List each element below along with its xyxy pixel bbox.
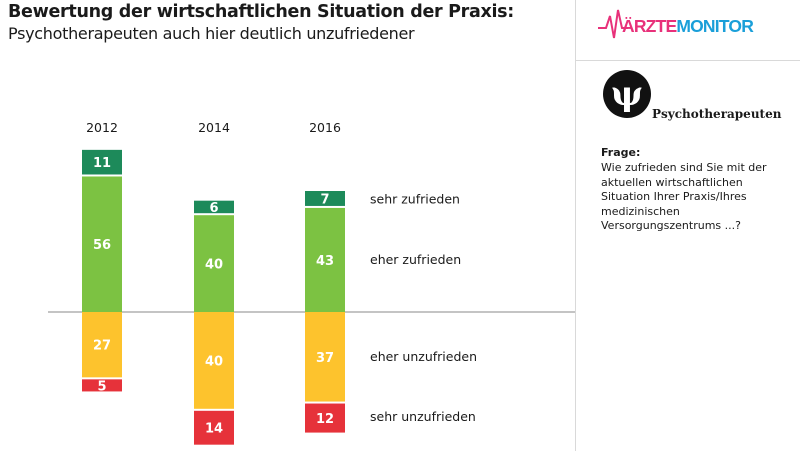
bar-sehr-unzufrieden-2016: [305, 403, 345, 433]
year-label-2012: 2012: [86, 120, 118, 135]
bar-eher-zufrieden-2014: [194, 215, 234, 312]
data-label-sehr-unzufrieden-2016: 12: [316, 412, 334, 427]
bar-sehr-zufrieden-2014: [194, 200, 234, 214]
data-label-eher-unzufrieden-2012: 27: [93, 339, 111, 354]
question-label: Frage:: [601, 146, 641, 159]
data-label-sehr-zufrieden-2012: 11: [93, 156, 111, 171]
series-label-sehr-unzufrieden: sehr unzufrieden: [370, 409, 476, 424]
series-label-sehr-zufrieden: sehr zufrieden: [370, 191, 460, 206]
data-label-sehr-unzufrieden-2014: 14: [205, 422, 223, 437]
data-label-eher-unzufrieden-2014: 40: [205, 354, 223, 369]
chart-title: Bewertung der wirtschaftlichen Situation…: [8, 2, 514, 22]
bar-sehr-zufrieden-2016: [305, 191, 345, 206]
aerztemonitor-logo: ÄRZTEMONITOR: [598, 4, 798, 44]
year-label-2016: 2016: [309, 120, 341, 135]
panel-divider: [575, 0, 576, 451]
bar-eher-zufrieden-2012: [82, 176, 122, 312]
bar-eher-unzufrieden-2014: [194, 312, 234, 409]
year-label-2014: 2014: [198, 120, 230, 135]
logo-part-monitor: MONITOR: [676, 16, 754, 36]
bar-sehr-zufrieden-2012: [82, 149, 122, 175]
series-label-eher-zufrieden: eher zufrieden: [370, 252, 461, 267]
bar-eher-unzufrieden-2016: [305, 312, 345, 402]
data-label-sehr-zufrieden-2014: 6: [209, 201, 218, 216]
psychotherapeuten-label: Psychotherapeuten: [652, 107, 782, 121]
psychotherapeuten-psi-icon: ψ: [603, 70, 651, 118]
bar-eher-zufrieden-2016: [305, 207, 345, 312]
data-label-eher-zufrieden-2016: 43: [316, 254, 334, 269]
data-label-sehr-zufrieden-2016: 7: [320, 192, 329, 207]
panel-header-divider: [575, 60, 800, 61]
bar-sehr-unzufrieden-2014: [194, 410, 234, 445]
data-label-eher-unzufrieden-2016: 37: [316, 351, 334, 366]
data-label-eher-zufrieden-2012: 56: [93, 238, 111, 253]
bar-sehr-unzufrieden-2012: [82, 379, 122, 392]
diverging-bar-chart: 56 11 27 5 2012 40 6 40 14 2014 43 7 37 12 2016 sehr zu…: [48, 120, 575, 445]
data-label-sehr-unzufrieden-2012: 5: [97, 379, 106, 394]
heartbeat-icon: [598, 9, 628, 39]
series-label-eher-unzufrieden: eher unzufrieden: [370, 349, 477, 364]
chart-subtitle: Psychotherapeuten auch hier deutlich unz…: [8, 24, 415, 43]
logo-part-aerzte: ÄRZTE: [622, 16, 677, 36]
bar-eher-unzufrieden-2012: [82, 312, 122, 378]
data-label-eher-zufrieden-2014: 40: [205, 258, 223, 273]
question-text: Wie zufrieden sind Sie mit der aktuellen…: [601, 161, 767, 232]
